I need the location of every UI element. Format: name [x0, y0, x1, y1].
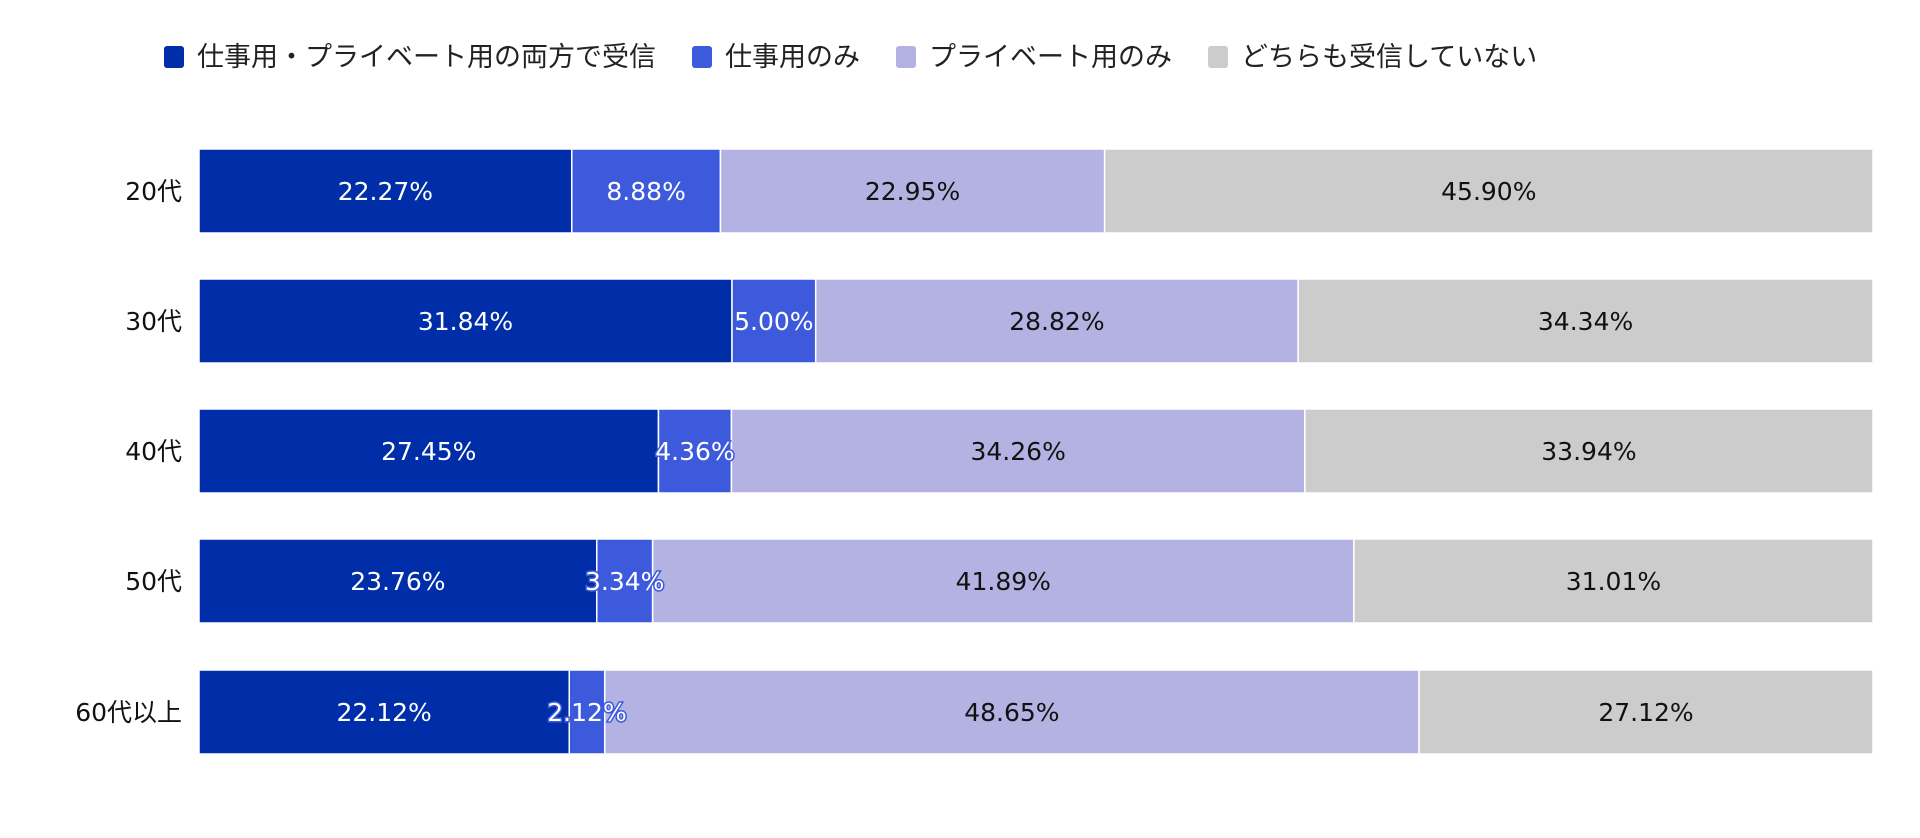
- bars: 22.27% 8.88% 22.95% 45.90% 31.84% 5.00% 28.82%…: [198, 148, 1874, 755]
- bar-segment: [1418, 669, 1874, 755]
- data-label: 5.00%: [734, 307, 813, 336]
- data-label: 45.90%: [1441, 177, 1536, 206]
- data-label: 2.12%: [547, 698, 626, 727]
- bar-segment: [198, 148, 573, 234]
- legend-label: 仕事用・プライベート用の両方で受信: [197, 42, 656, 73]
- bar-segment: [603, 669, 1420, 755]
- data-label: 28.82%: [1009, 307, 1104, 336]
- data-label: 31.84%: [418, 307, 513, 336]
- category-label: 30代: [125, 307, 182, 336]
- bar-segment: [1297, 278, 1874, 364]
- category-label: 60代以上: [75, 698, 182, 727]
- legend-label: 仕事用のみ: [725, 42, 860, 73]
- category-axis: 20代 30代 40代 50代 60代以上: [75, 177, 182, 727]
- data-label: 22.27%: [338, 177, 433, 206]
- data-label: 27.45%: [381, 437, 476, 466]
- bar-segment: [814, 278, 1299, 364]
- data-label: 33.94%: [1541, 437, 1636, 466]
- bar-segment: [719, 148, 1106, 234]
- bar-segment: [1304, 408, 1874, 494]
- bar-segment: [651, 538, 1355, 624]
- data-label: 22.12%: [336, 698, 431, 727]
- bar-segment: [198, 278, 733, 364]
- legend-label: プライベート用のみ: [929, 42, 1172, 73]
- legend-swatch: [692, 46, 712, 68]
- bar-segment: [198, 669, 571, 755]
- bar-segment: [571, 148, 722, 234]
- data-label: 31.01%: [1566, 567, 1661, 596]
- data-label: 34.34%: [1538, 307, 1633, 336]
- data-label: 23.76%: [350, 567, 445, 596]
- data-label: 34.26%: [971, 437, 1066, 466]
- bar-segment: [595, 538, 654, 624]
- legend-swatch: [1208, 46, 1228, 68]
- bar-segment: [198, 538, 598, 624]
- data-label: 41.89%: [956, 567, 1051, 596]
- data-label: 8.88%: [606, 177, 685, 206]
- category-label: 40代: [125, 437, 182, 466]
- bar-segment: [657, 408, 733, 494]
- legend: 仕事用・プライベート用の両方で受信 仕事用のみ プライベート用のみ どちらも受信してい…: [164, 42, 1537, 73]
- legend-swatch: [164, 46, 184, 68]
- bar-segment: [1353, 538, 1874, 624]
- data-label: 3.34%: [585, 567, 664, 596]
- legend-label: どちらも受信していない: [1241, 42, 1537, 73]
- bar-segment: [731, 278, 817, 364]
- data-label: 22.95%: [865, 177, 960, 206]
- category-label: 20代: [125, 177, 182, 206]
- data-label: 48.65%: [964, 698, 1059, 727]
- legend-swatch: [896, 46, 916, 68]
- data-label: 27.12%: [1598, 698, 1693, 727]
- data-label: 4.36%: [655, 437, 734, 466]
- category-label: 50代: [125, 567, 182, 596]
- bar-segment: [1103, 148, 1874, 234]
- bar-segment: [198, 408, 660, 494]
